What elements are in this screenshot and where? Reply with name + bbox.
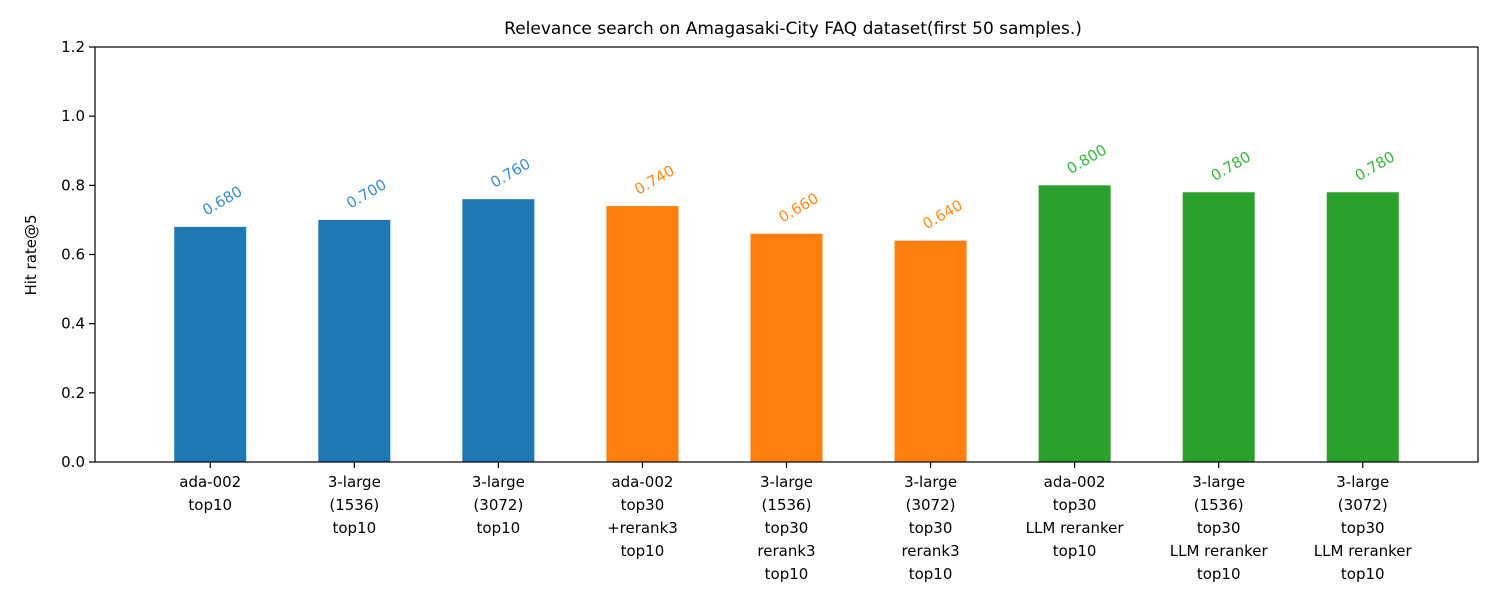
x-tick-label-line: top30 bbox=[1197, 519, 1241, 537]
x-tick-label: ada-002 top30 LLM reranker top10 bbox=[1026, 473, 1125, 560]
x-tick-label-line: 3-large bbox=[760, 473, 813, 491]
x-tick-label-line: 3-large bbox=[1336, 473, 1389, 491]
bar-value-label: 0.660 bbox=[776, 189, 822, 226]
chart-title: Relevance search on Amagasaki-City FAQ d… bbox=[504, 19, 1082, 39]
bar-value-label: 0.780 bbox=[1208, 148, 1254, 185]
x-tick-label-line: ada-002 bbox=[179, 473, 241, 491]
x-tick-label-line: top10 bbox=[1341, 565, 1385, 583]
x-tick-label: 3-large (1536) top30 rerank3 top10 bbox=[757, 473, 815, 583]
x-tick-label-line: top10 bbox=[765, 565, 809, 583]
y-tick-label: 0.2 bbox=[61, 384, 85, 402]
bar bbox=[318, 219, 391, 462]
x-tick-label-line: top30 bbox=[909, 519, 953, 537]
plot-area: 0.680 0.700 0.760 0.740 0.660 0.640 0.800 0.780… bbox=[61, 38, 1479, 583]
x-tick-label: 3-large (3072) top10 bbox=[472, 473, 525, 537]
x-tick-label-line: top10 bbox=[909, 565, 953, 583]
x-tick-label-line: top10 bbox=[188, 496, 232, 514]
x-tick-label-line: (3072) bbox=[906, 496, 956, 514]
y-axis-label: Hit rate@5 bbox=[22, 214, 40, 295]
x-tick-label-line: top10 bbox=[621, 542, 665, 560]
x-tick-label: 3-large (1536) top10 bbox=[328, 473, 381, 537]
x-tick-label-line: top30 bbox=[621, 496, 665, 514]
bar bbox=[462, 199, 535, 463]
x-tick-label-line: top30 bbox=[1053, 496, 1097, 514]
bar-value-label: 0.680 bbox=[199, 182, 245, 219]
bar bbox=[174, 226, 247, 462]
bar-value-label: 0.640 bbox=[920, 196, 966, 233]
bar bbox=[1326, 192, 1399, 462]
x-tick-label: 3-large (3072) top30 rerank3 top10 bbox=[901, 473, 959, 583]
y-tick-label: 0.0 bbox=[61, 453, 85, 471]
x-tick-label-line: (3072) bbox=[1338, 496, 1388, 514]
x-tick-label-line: rerank3 bbox=[757, 542, 815, 560]
bar bbox=[1182, 192, 1255, 462]
x-tick-label-line: 3-large bbox=[328, 473, 381, 491]
bar-value-label: 0.760 bbox=[487, 155, 533, 192]
x-tick-label-line: ada-002 bbox=[1044, 473, 1106, 491]
y-tick-label: 1.2 bbox=[61, 38, 85, 56]
x-tick-label-line: (1536) bbox=[762, 496, 812, 514]
x-tick-label-line: top30 bbox=[765, 519, 809, 537]
x-tick-label: ada-002 top10 bbox=[179, 473, 241, 514]
x-tick-label: ada-002 top30 +rerank3 top10 bbox=[607, 473, 678, 560]
x-tick-label-line: 3-large bbox=[472, 473, 525, 491]
x-tick-label-line: (1536) bbox=[329, 496, 379, 514]
x-tick-label-line: top10 bbox=[332, 519, 376, 537]
x-tick-label-line: +rerank3 bbox=[607, 519, 678, 537]
y-tick-label: 0.6 bbox=[61, 246, 85, 264]
x-tick-label-line: 3-large bbox=[904, 473, 957, 491]
bar-value-label: 0.780 bbox=[1352, 148, 1398, 185]
bar-value-label: 0.740 bbox=[631, 161, 677, 198]
x-tick-label-line: LLM reranker bbox=[1170, 542, 1269, 560]
x-tick-label-line: top30 bbox=[1341, 519, 1385, 537]
y-tick-label: 1.0 bbox=[61, 107, 85, 125]
x-tick-label-line: LLM reranker bbox=[1314, 542, 1413, 560]
x-tick-label-line: 3-large bbox=[1192, 473, 1245, 491]
x-tick-label: 3-large (3072) top30 LLM reranker top10 bbox=[1314, 473, 1413, 583]
x-tick-label-line: (1536) bbox=[1194, 496, 1244, 514]
x-tick-label-line: LLM reranker bbox=[1026, 519, 1125, 537]
x-tick-label-line: (3072) bbox=[473, 496, 523, 514]
y-tick-label: 0.8 bbox=[61, 176, 85, 194]
x-tick-label-line: top10 bbox=[477, 519, 521, 537]
x-tick-label-line: top10 bbox=[1197, 565, 1241, 583]
x-tick-label-line: ada-002 bbox=[611, 473, 673, 491]
x-tick-label-line: top10 bbox=[1053, 542, 1097, 560]
y-tick-label: 0.4 bbox=[61, 315, 85, 333]
x-tick-label-line: rerank3 bbox=[901, 542, 959, 560]
bar bbox=[1038, 185, 1111, 462]
bar bbox=[750, 233, 823, 462]
bar-value-label: 0.800 bbox=[1064, 141, 1110, 178]
x-tick-label: 3-large (1536) top30 LLM reranker top10 bbox=[1170, 473, 1269, 583]
bar bbox=[894, 240, 967, 462]
bar-value-label: 0.700 bbox=[343, 175, 389, 212]
bar bbox=[606, 206, 679, 462]
